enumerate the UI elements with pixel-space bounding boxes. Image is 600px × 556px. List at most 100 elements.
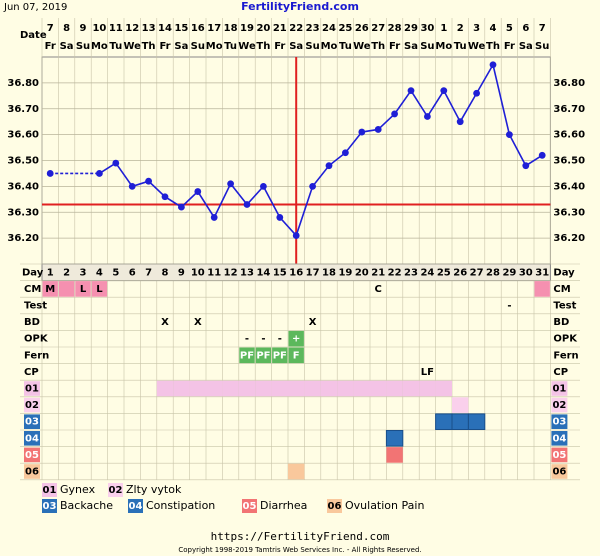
symptom-cell (353, 380, 370, 397)
cell-text: - (278, 334, 282, 345)
symptom-cell (402, 380, 420, 397)
cell-text: F (293, 350, 300, 361)
date-number: 21 (273, 23, 287, 34)
temperature-point (391, 110, 398, 118)
date-number: 1 (440, 23, 447, 34)
symptom-cell (370, 380, 387, 397)
temperature-point (309, 182, 316, 190)
symptom-cell (435, 413, 453, 430)
symptom-cell (255, 380, 272, 397)
day-number: 5 (112, 267, 119, 278)
symptom-cell (467, 413, 486, 430)
date-number: 13 (142, 23, 156, 34)
symptom-label-bg (24, 414, 40, 429)
symptom-label-right: 03 (552, 417, 566, 428)
row-label: Test (24, 301, 47, 312)
day-number: 3 (80, 267, 87, 278)
day-number: 9 (178, 267, 185, 278)
legend-code: 02 (109, 485, 123, 496)
legend-code: 03 (43, 501, 57, 512)
date-number: 6 (522, 23, 529, 34)
row-label: BD (24, 317, 40, 328)
y-tick-label-right: 36.50 (553, 156, 585, 167)
date-number: 23 (306, 23, 320, 34)
weekday: Fr (389, 41, 400, 52)
symptom-cell (452, 397, 469, 413)
day-number: 11 (207, 267, 221, 278)
cell-text: C (375, 284, 382, 295)
symptom-label: 06 (25, 467, 39, 478)
symptom-cell (385, 430, 404, 447)
date-number: 17 (207, 23, 221, 34)
day-label-right: Day (553, 267, 575, 278)
weekday: Sa (404, 41, 418, 52)
temperature-point (325, 162, 333, 170)
weekday: Su (420, 41, 434, 52)
y-tick-label-right: 36.40 (553, 181, 585, 192)
temperature-point (506, 131, 513, 139)
date-number: 25 (338, 23, 352, 34)
cell-fill (272, 347, 288, 364)
temperature-point (194, 188, 202, 195)
day-number: 24 (420, 267, 434, 278)
date-number: 18 (224, 23, 238, 34)
date-number: 19 (240, 23, 254, 34)
day-number: 27 (470, 267, 484, 278)
symptom-label: 05 (25, 450, 39, 461)
day-number: 30 (519, 267, 533, 278)
day-number: 26 (453, 267, 467, 278)
weekday: Su (535, 41, 549, 52)
date-number: 20 (256, 23, 270, 34)
date-number: 4 (490, 23, 497, 34)
weekday: We (353, 41, 371, 52)
symptom-cell (156, 380, 174, 397)
y-tick-label: 36.40 (7, 181, 39, 192)
y-tick-label: 36.30 (7, 207, 39, 218)
symptom-label-bg (551, 464, 568, 479)
day-number: 22 (388, 267, 402, 278)
day-number: 1 (47, 267, 54, 278)
weekday: We (123, 41, 141, 52)
legend-name: Diarrhea (260, 499, 307, 512)
temperature-point (112, 159, 120, 167)
cell-text: PF (273, 350, 287, 361)
legend-swatch (42, 499, 57, 513)
temperature-point (161, 193, 169, 201)
row-label-right: CP (553, 367, 568, 378)
weekday: Su (76, 41, 90, 52)
weekday: Su (191, 41, 205, 52)
symptom-cell (320, 380, 338, 397)
day-number: 17 (306, 267, 320, 278)
temperature-point (96, 170, 103, 177)
footer-url: https://FertilityFriend.com (211, 530, 390, 543)
cell-text: M (45, 284, 55, 295)
temperature-point (522, 162, 530, 170)
weekday: Fr (45, 41, 56, 52)
symptom-label-bg (24, 381, 40, 396)
weekday: We (238, 41, 256, 52)
cell-fill (75, 281, 91, 297)
legend-swatch (42, 483, 57, 497)
symptom-cell (386, 380, 403, 397)
temperature-point (227, 180, 235, 188)
cell-text: L (96, 284, 103, 295)
day-number: 25 (437, 267, 451, 278)
temperature-point (210, 214, 218, 221)
date-number: 10 (92, 23, 106, 34)
weekday: Tu (339, 41, 352, 52)
date-number: 16 (191, 23, 205, 34)
legend-code: 01 (43, 485, 57, 496)
legend-name: Ovulation Pain (345, 499, 424, 512)
cell-text: - (261, 334, 265, 345)
day-number: 6 (129, 267, 136, 278)
day-number: 10 (191, 267, 205, 278)
symptom-cell (271, 380, 288, 397)
temperature-point (407, 87, 415, 95)
symptom-cell (386, 447, 403, 463)
temperature-point (128, 182, 136, 190)
temperature-point (276, 214, 284, 221)
y-tick-label-right: 36.20 (553, 233, 585, 244)
symptom-label: 01 (25, 384, 39, 395)
symptom-label-bg (551, 381, 568, 396)
row-label-right: CM (553, 284, 570, 295)
